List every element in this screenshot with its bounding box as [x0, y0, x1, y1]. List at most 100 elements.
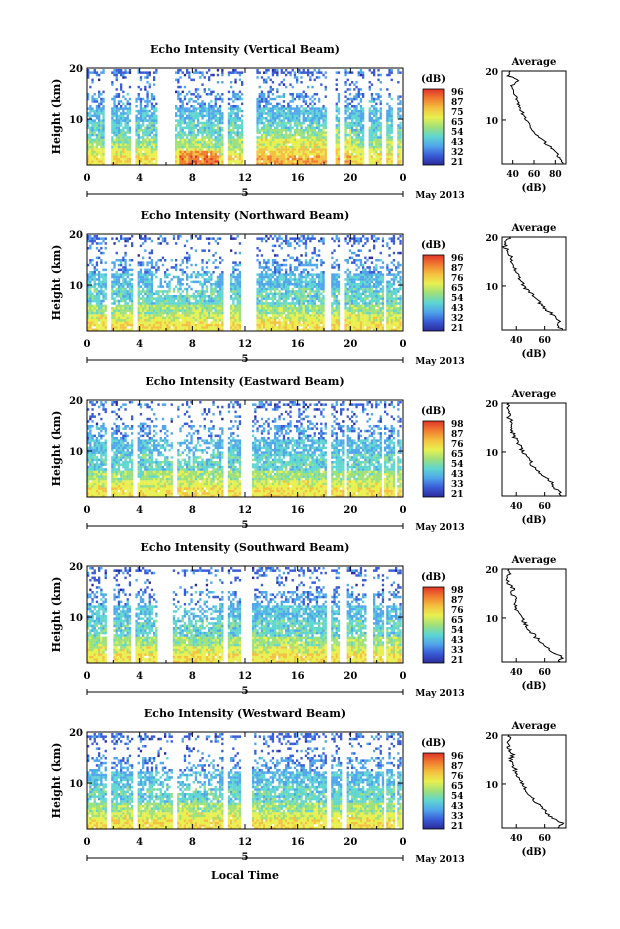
heatmap-cell — [285, 321, 288, 324]
heatmap-cell — [324, 119, 327, 122]
heatmap-cell — [232, 319, 235, 322]
heatmap-cell — [146, 297, 149, 300]
heatmap-cell — [102, 90, 105, 94]
heatmap-cell — [238, 90, 242, 94]
heatmap-cell — [212, 316, 215, 320]
heatmap-cell — [274, 129, 277, 132]
heatmap-cell — [315, 138, 319, 142]
heatmap-cell — [164, 326, 167, 329]
heatmap-cell — [146, 295, 149, 298]
heatmap-cell — [95, 283, 99, 286]
heatmap-cell — [144, 268, 147, 272]
heatmap-cell — [219, 136, 222, 139]
heatmap-cell — [153, 153, 156, 156]
heatmap-cell — [93, 239, 96, 243]
heatmap-cell — [375, 124, 378, 127]
heatmap-cell — [144, 321, 147, 324]
heatmap-cell — [175, 297, 178, 300]
heatmap-cell — [230, 129, 233, 132]
heatmap-cell — [179, 285, 182, 288]
heatmap-cell — [117, 153, 121, 156]
heatmap-cell — [362, 131, 365, 134]
heatmap-cell — [307, 109, 310, 113]
heatmap-cell — [212, 261, 215, 264]
heatmap-cell — [89, 290, 92, 293]
heatmap-cell — [89, 304, 92, 308]
heatmap-cell — [87, 138, 90, 142]
heatmap-cell — [307, 133, 310, 137]
heatmap-cell — [291, 145, 294, 149]
heatmap-cell — [216, 133, 220, 137]
heatmap-cell — [265, 266, 268, 269]
heatmap-cell — [282, 138, 286, 142]
heatmap-cell — [155, 136, 158, 139]
heatmap-cell — [139, 326, 143, 329]
heatmap-cell — [274, 136, 277, 139]
heatmap-cell — [397, 81, 400, 84]
heatmap-cell — [124, 271, 127, 274]
heatmap-cell — [285, 157, 288, 161]
heatmap-cell — [260, 323, 264, 327]
heatmap-cell — [216, 160, 220, 163]
heatmap-cell — [188, 160, 191, 163]
heatmap-cell — [278, 136, 281, 139]
heatmap-cell — [100, 136, 103, 139]
heatmap-cell — [397, 102, 400, 106]
heatmap-cell — [359, 100, 363, 103]
heatmap-cell — [142, 117, 145, 120]
heatmap-cell — [113, 148, 116, 151]
heatmap-cell — [148, 261, 151, 264]
heatmap-cell — [271, 124, 275, 127]
heatmap-cell — [214, 119, 217, 122]
heatmap-cell — [357, 109, 360, 113]
heatmap-cell — [276, 143, 279, 146]
heatmap-cell — [87, 285, 90, 288]
heatmap-cell — [197, 107, 200, 110]
heatmap-cell — [241, 126, 244, 130]
heatmap-cell — [219, 323, 222, 327]
heatmap-cell — [274, 138, 277, 142]
heatmap-cell — [313, 119, 316, 122]
heatmap-cell — [89, 150, 92, 154]
heatmap-cell — [386, 145, 389, 149]
heatmap-cell — [126, 107, 129, 110]
heatmap-cell — [201, 109, 204, 113]
heatmap-cell — [181, 259, 184, 262]
heatmap-cell — [373, 162, 376, 166]
heatmap-cell — [150, 239, 154, 243]
heatmap-cell — [280, 307, 283, 310]
heatmap-cell — [351, 97, 354, 101]
x-tick-label: 12 — [238, 173, 252, 184]
heatmap-cell — [258, 160, 261, 163]
heatmap-cell — [104, 247, 107, 250]
heatmap-cell — [216, 299, 220, 303]
heatmap-cell — [221, 153, 224, 156]
heatmap-cell — [278, 157, 281, 161]
heatmap-cell — [241, 97, 244, 101]
heatmap-cell — [388, 124, 391, 127]
heatmap-cell — [131, 328, 134, 332]
heatmap-cell — [232, 297, 235, 300]
heatmap-cell — [135, 109, 138, 113]
heatmap-cell — [274, 112, 277, 115]
heatmap-cell — [344, 136, 347, 139]
heatmap-cell — [318, 145, 321, 149]
heatmap-cell — [104, 242, 107, 245]
panels-group: Echo Intensity (Vertical Beam)2010Height… — [50, 43, 567, 865]
heatmap-cell — [219, 145, 222, 149]
heatmap-cell — [155, 138, 158, 142]
heatmap-cell — [260, 138, 264, 142]
heatmap-cell — [115, 71, 118, 74]
heatmap-cell — [208, 249, 211, 252]
heatmap-cell — [201, 138, 204, 142]
heatmap-cell — [157, 319, 160, 322]
heatmap-cell — [120, 292, 123, 296]
heatmap-cell — [298, 71, 301, 74]
heatmap-cell — [276, 153, 279, 156]
heatmap-cell — [355, 155, 358, 158]
heatmap-cell — [194, 109, 198, 113]
heatmap-cell — [144, 278, 147, 281]
heatmap-cell — [183, 328, 187, 332]
heatmap-cell — [388, 95, 391, 98]
heatmap-cell — [183, 109, 187, 113]
